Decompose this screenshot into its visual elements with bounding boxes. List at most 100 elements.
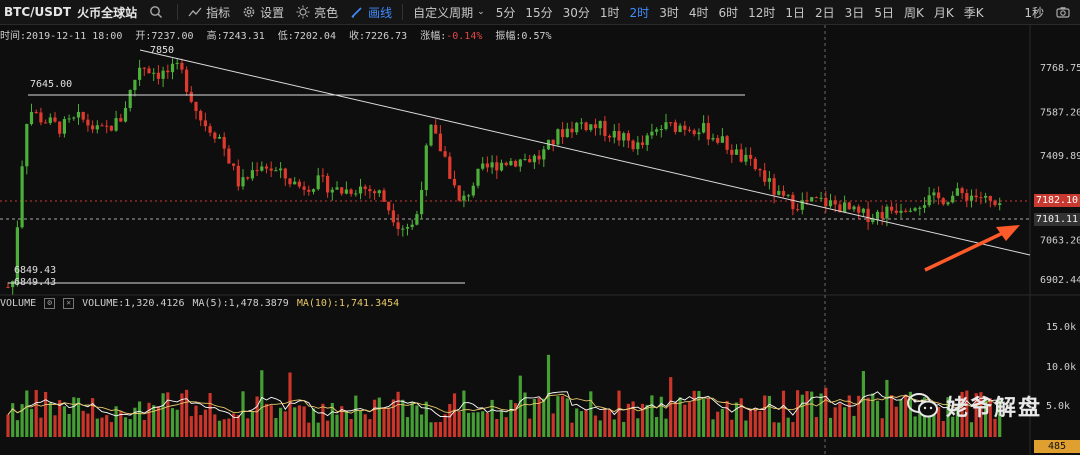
candle-body (185, 69, 189, 92)
last-price-tag: 7182.10 (1034, 194, 1080, 207)
candle-body (410, 224, 414, 228)
change-percent: -0.14% (446, 31, 483, 42)
volume-bar (941, 421, 945, 437)
candle-body (11, 281, 15, 288)
volume-bar (744, 420, 748, 437)
volume-bar (974, 393, 978, 437)
candle-body (702, 123, 706, 133)
candle-body (420, 189, 424, 215)
candle-body (175, 62, 179, 64)
period-tab[interactable]: 12时 (748, 5, 776, 20)
period-tab[interactable]: 3时 (659, 5, 679, 20)
candle-body (438, 133, 442, 152)
candle-body (39, 112, 43, 123)
candle-body (998, 203, 1002, 205)
symbol-selector[interactable]: BTC/USDT 火币全球站 (0, 0, 143, 24)
candle-body (415, 214, 419, 225)
volume-bar (603, 408, 607, 437)
candle-body (161, 70, 165, 79)
candle-body (622, 133, 626, 141)
candle-body (76, 111, 81, 118)
candle-body (86, 119, 90, 126)
volume-bar (866, 397, 870, 437)
candle-body (904, 210, 908, 212)
candle-body (730, 149, 734, 155)
volume-bar (965, 390, 969, 437)
period-tab[interactable]: 15分 (525, 5, 553, 20)
candle-body (6, 286, 10, 288)
volume-bar (561, 396, 565, 437)
theme-button[interactable]: 亮色 (290, 0, 344, 24)
period-tab[interactable]: 4时 (688, 5, 709, 20)
period-tab[interactable]: 3日 (844, 5, 865, 20)
arrow-head (996, 225, 1020, 241)
candle-body (984, 195, 988, 198)
volume-bar (48, 402, 52, 437)
period-tab[interactable]: 6时 (718, 5, 739, 20)
candle-body (805, 200, 809, 202)
candle-body (424, 145, 428, 190)
volume-bar (39, 417, 43, 437)
last-volume-tag: 485 (1034, 440, 1080, 453)
refresh-rate[interactable]: 1秒 (1018, 0, 1050, 24)
price-tick-label: 7409.89 (1040, 151, 1080, 162)
candle-body (645, 135, 649, 145)
volume-bar (123, 417, 128, 437)
candle-body (777, 190, 781, 195)
ma5-line (7, 391, 1000, 418)
candle-body (260, 166, 264, 171)
volume-bar (302, 406, 306, 437)
candle-body (34, 111, 38, 113)
volume-bar (6, 414, 10, 437)
period-tab[interactable]: 2时 (629, 5, 650, 20)
volume-bar (44, 391, 48, 437)
candle-body (241, 177, 245, 187)
candle-body (297, 181, 301, 187)
candle-body (72, 117, 76, 119)
volume-bar (570, 422, 574, 437)
candle-body (523, 159, 527, 161)
custom-period-dropdown[interactable]: 自定义周期 ⌄ (407, 0, 491, 24)
volume-bar (673, 402, 677, 437)
volume-bar (908, 391, 912, 437)
period-tab[interactable]: 2日 (815, 5, 835, 20)
candle-body (979, 197, 983, 199)
volume-bar (180, 393, 184, 437)
candle-body (44, 122, 48, 124)
volume-bar (222, 419, 226, 437)
camera-icon (1056, 7, 1070, 18)
close-square-icon[interactable]: ✕ (63, 297, 75, 309)
candle-body (739, 149, 743, 162)
volume-bar (796, 390, 800, 437)
candle-body (387, 201, 391, 211)
candle-body (937, 192, 941, 199)
period-tab[interactable]: 5日 (874, 5, 894, 20)
volume-bar (678, 397, 682, 437)
draw-button[interactable]: 画线 (344, 0, 398, 24)
volume-bar (984, 398, 988, 437)
settings-square-icon[interactable]: ⚙ (44, 297, 56, 309)
candle-body (138, 67, 142, 80)
annotation-arrow (924, 225, 1020, 272)
price-tick-label: 7587.20 (1040, 107, 1080, 118)
volume-bar (326, 420, 330, 437)
indicators-button[interactable]: 指标 (182, 0, 236, 24)
period-tab[interactable]: 季K (963, 5, 984, 20)
period-tab[interactable]: 周K (903, 5, 924, 20)
candle-body (749, 154, 753, 159)
search-button[interactable] (143, 0, 173, 24)
period-tab[interactable]: 1时 (599, 5, 620, 20)
candle-body (316, 175, 320, 190)
period-tab[interactable]: 5分 (495, 5, 516, 20)
screenshot-button[interactable] (1050, 0, 1080, 24)
volume-bar (29, 408, 34, 437)
period-tab[interactable]: 30分 (562, 5, 590, 20)
volume-bar (288, 372, 292, 437)
candle-body (279, 168, 283, 171)
volume-bar (382, 407, 386, 437)
settings-button[interactable]: 设置 (236, 0, 290, 24)
period-tab[interactable]: 1日 (785, 5, 806, 20)
period-tab[interactable]: 月K (933, 5, 954, 20)
volume-bar (138, 401, 142, 437)
